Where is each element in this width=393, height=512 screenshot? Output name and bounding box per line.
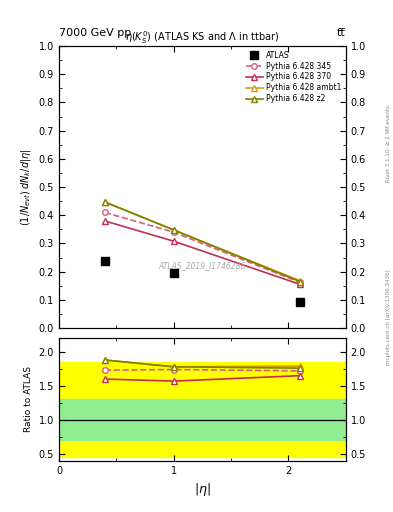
Pythia 6.428 ambt1 xyxy=(103,199,107,205)
Text: mcplots.cern.ch [arXiv:1306.3436]: mcplots.cern.ch [arXiv:1306.3436] xyxy=(386,270,391,365)
Y-axis label: $(1/N_{evt})\,dN_k/d|\eta|$: $(1/N_{evt})\,dN_k/d|\eta|$ xyxy=(19,148,33,226)
Text: ATLAS_2019_I1746286: ATLAS_2019_I1746286 xyxy=(159,262,246,270)
Bar xyxy=(59,362,346,457)
Bar xyxy=(59,399,346,440)
Pythia 6.428 370 xyxy=(298,281,302,287)
Pythia 6.428 ambt1 xyxy=(171,227,176,233)
Pythia 6.428 ambt1 xyxy=(298,278,302,284)
Line: Pythia 6.428 345: Pythia 6.428 345 xyxy=(102,210,303,285)
Title: $\eta(K^0_S)$ (ATLAS KS and $\Lambda$ in ttbar): $\eta(K^0_S)$ (ATLAS KS and $\Lambda$ in… xyxy=(125,29,279,46)
Text: Rivet 3.1.10; ≥ 2.9M events: Rivet 3.1.10; ≥ 2.9M events xyxy=(386,105,391,182)
Pythia 6.428 z2 xyxy=(171,227,176,233)
Line: Pythia 6.428 z2: Pythia 6.428 z2 xyxy=(102,199,303,284)
Line: Pythia 6.428 ambt1: Pythia 6.428 ambt1 xyxy=(102,199,303,284)
Text: tt̅: tt̅ xyxy=(337,28,346,38)
ATLAS xyxy=(171,270,176,276)
ATLAS xyxy=(298,298,302,305)
Pythia 6.428 z2 xyxy=(298,279,302,285)
Pythia 6.428 370 xyxy=(103,218,107,224)
Pythia 6.428 370 xyxy=(171,238,176,244)
Pythia 6.428 345 xyxy=(103,209,107,216)
Pythia 6.428 345 xyxy=(298,280,302,286)
ATLAS xyxy=(103,258,107,264)
X-axis label: $|\eta|$: $|\eta|$ xyxy=(194,481,211,498)
Y-axis label: Ratio to ATLAS: Ratio to ATLAS xyxy=(24,367,33,433)
Legend: ATLAS, Pythia 6.428 345, Pythia 6.428 370, Pythia 6.428 ambt1, Pythia 6.428 z2: ATLAS, Pythia 6.428 345, Pythia 6.428 37… xyxy=(243,48,344,106)
Text: 7000 GeV pp: 7000 GeV pp xyxy=(59,28,131,38)
Pythia 6.428 z2 xyxy=(103,199,107,205)
Pythia 6.428 345 xyxy=(171,229,176,236)
Line: Pythia 6.428 370: Pythia 6.428 370 xyxy=(102,218,303,287)
Line: ATLAS: ATLAS xyxy=(101,257,304,306)
